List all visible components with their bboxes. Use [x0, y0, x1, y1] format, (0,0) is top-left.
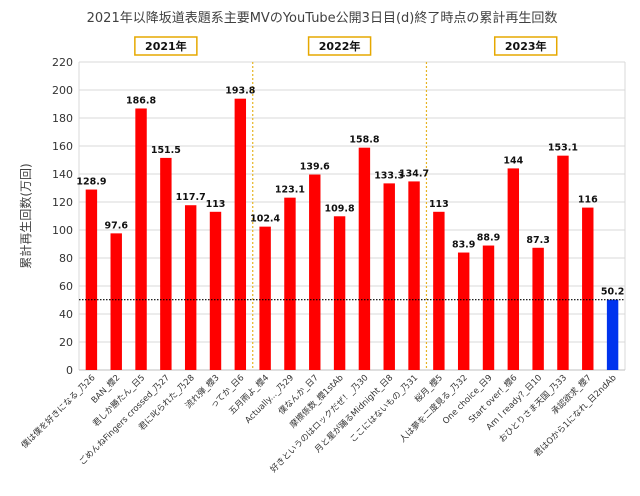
bars	[85, 98, 619, 371]
bar	[135, 108, 147, 370]
data-label: 87.3	[526, 235, 549, 246]
y-tick-label: 20	[59, 336, 73, 349]
data-label: 144	[503, 155, 523, 166]
bar	[184, 205, 197, 370]
year-label: 2023年	[505, 39, 547, 53]
category-label: ごめんねFingers crossed_乃27	[77, 372, 172, 467]
year-label: 2022年	[319, 39, 361, 53]
y-ticks: 0 20 40 60 80 100 120 140 160 180 200 220	[52, 56, 73, 377]
year-boxes: 2021年 2022年 2023年	[134, 36, 558, 56]
bar	[259, 226, 271, 370]
bar	[110, 233, 122, 370]
y-tick-label: 60	[59, 280, 73, 293]
data-label: 113	[206, 199, 226, 210]
data-label: 186.8	[126, 95, 156, 106]
data-label: 109.8	[325, 203, 355, 214]
year-box	[493, 36, 558, 56]
bar	[383, 183, 395, 370]
bar	[209, 211, 222, 370]
bar	[160, 157, 172, 370]
bar	[309, 174, 321, 370]
bar	[408, 181, 420, 370]
y-axis-label: 累計再生回数(万回)	[18, 163, 33, 268]
data-label: 117.7	[176, 192, 206, 203]
y-tick-label: 220	[52, 56, 73, 69]
y-tick-label: 0	[66, 364, 73, 377]
category-label: 僕は僕を好きになる_乃26	[19, 372, 98, 451]
data-label: 139.6	[300, 162, 330, 173]
bar	[85, 189, 98, 370]
bar	[532, 247, 544, 370]
data-label: 153.1	[548, 143, 578, 154]
data-label: 158.8	[349, 135, 379, 146]
bar	[582, 207, 594, 370]
bar	[507, 168, 520, 370]
y-tick-label: 40	[59, 308, 73, 321]
data-label: 50.2	[601, 287, 624, 298]
data-labels: 128.997.6186.8151.5117.7113193.8102.4123…	[76, 86, 624, 298]
y-tick-label: 100	[52, 224, 73, 237]
data-label: 134.7	[399, 168, 429, 179]
data-label: 97.6	[105, 220, 129, 231]
data-label: 133.3	[374, 170, 404, 181]
bar	[482, 245, 495, 370]
data-label: 113	[429, 199, 449, 210]
y-tick-label: 200	[52, 84, 73, 97]
bar	[333, 216, 346, 370]
data-label: 193.8	[225, 86, 255, 97]
y-tick-label: 120	[52, 196, 73, 209]
chart-title: 2021年以降坂道表題系主要MVのYouTube公開3日目(d)終了時点の累計再…	[87, 10, 558, 26]
data-label: 123.1	[275, 185, 305, 196]
data-label: 83.9	[452, 240, 475, 251]
category-labels: 僕は僕を好きになる_乃26BAN_櫻2君しか勝たん_日5ごめんねFingers …	[19, 372, 619, 475]
bar	[606, 299, 619, 370]
y-tick-label: 180	[52, 112, 73, 125]
bar	[557, 155, 569, 370]
y-tick-label: 140	[52, 168, 73, 181]
year-box	[134, 36, 198, 56]
year-label: 2021年	[145, 39, 187, 53]
bar	[457, 252, 470, 370]
bar	[358, 147, 371, 370]
bar	[234, 98, 247, 371]
data-label: 128.9	[76, 177, 106, 188]
data-label: 102.4	[250, 214, 280, 225]
y-tick-label: 80	[59, 252, 73, 265]
data-label: 88.9	[477, 233, 500, 244]
data-label: 151.5	[151, 145, 181, 156]
year-box	[307, 36, 372, 56]
year-separators	[252, 62, 428, 370]
y-tick-label: 160	[52, 140, 73, 153]
bar	[284, 197, 296, 370]
data-label: 116	[578, 195, 598, 206]
bar	[433, 211, 445, 370]
